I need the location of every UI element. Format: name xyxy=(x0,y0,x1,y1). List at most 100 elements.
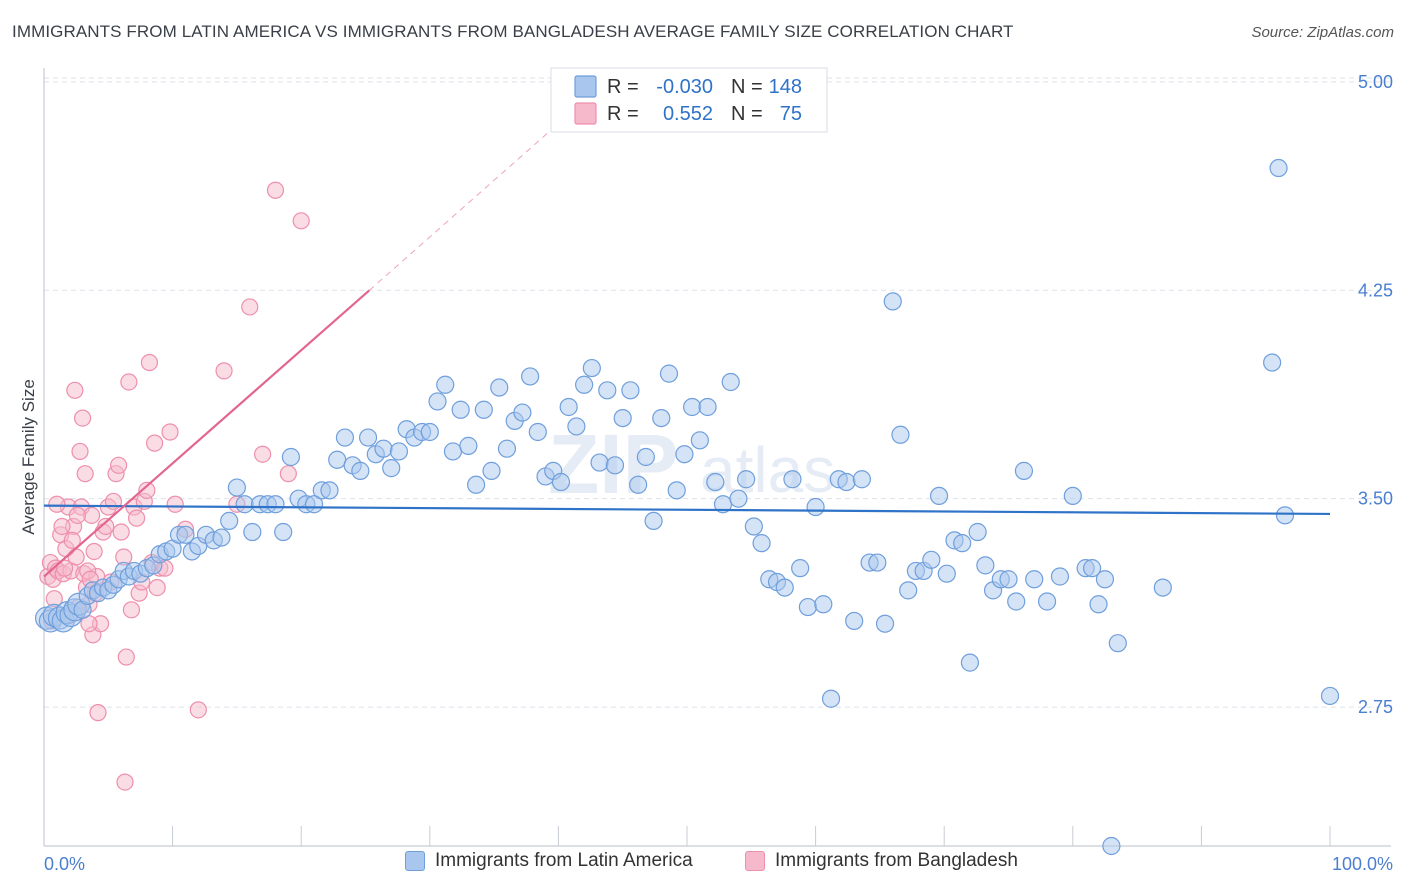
latin-america-point-90 xyxy=(659,364,679,383)
latin-america-point-147 xyxy=(1263,353,1282,372)
bangladesh-point-51 xyxy=(127,509,146,527)
latin-america-point-68 xyxy=(490,378,509,397)
latin-america-point-41 xyxy=(281,447,301,467)
latin-america-point-110 xyxy=(814,595,833,614)
latin-america-point-64 xyxy=(459,436,478,455)
latin-america-point-107 xyxy=(791,559,810,578)
source-label: Source: ZipAtlas.com xyxy=(1251,24,1394,41)
watermark-atlas: atlas xyxy=(700,434,835,506)
latin-america-point-128 xyxy=(953,534,972,553)
trend-lines xyxy=(43,123,1331,578)
latin-america-point-82 xyxy=(598,381,617,400)
legend-swatch-latin-america xyxy=(574,75,597,98)
latin-america-point-106 xyxy=(783,470,802,489)
latin-america-point-71 xyxy=(513,403,532,422)
latin-america-point-113 xyxy=(837,472,856,492)
latin-america-point-151 xyxy=(1320,686,1340,706)
latin-america-point-32 xyxy=(212,528,231,547)
bottom-legend-label-bangladesh: Immigrants from Bangladesh xyxy=(775,850,1018,871)
latin-america-point-81 xyxy=(590,453,609,472)
latin-america-point-120 xyxy=(891,425,910,444)
bangladesh-point-65 xyxy=(189,701,207,719)
latin-america-point-146 xyxy=(1153,578,1172,597)
bangladesh-point-30 xyxy=(73,409,92,427)
latin-america-point-77 xyxy=(559,397,578,417)
latin-america-point-47 xyxy=(328,450,347,469)
bottom-legend-swatch-bangladesh xyxy=(745,851,765,871)
latin-america-point-55 xyxy=(389,442,409,461)
latin-america-point-109 xyxy=(806,497,825,517)
latin-america-points xyxy=(34,158,1340,856)
latin-america-point-149 xyxy=(1275,506,1295,525)
stats-legend-box xyxy=(550,67,828,133)
latin-america-point-36 xyxy=(243,522,262,542)
latin-america-point-85 xyxy=(621,381,640,400)
latin-america-point-73 xyxy=(528,422,547,442)
bangladesh-point-48 xyxy=(120,373,138,391)
latin-america-point-67 xyxy=(482,461,501,480)
latin-america-point-76 xyxy=(551,472,571,492)
bangladesh-point-26 xyxy=(63,531,81,549)
latin-america-point-91 xyxy=(667,481,686,500)
bangladesh-point-49 xyxy=(122,601,141,619)
latin-america-point-80 xyxy=(582,358,601,378)
latin-america-point-108 xyxy=(798,597,817,617)
legend-swatch-bangladesh xyxy=(574,102,597,125)
latin-america-point-72 xyxy=(521,367,540,386)
legend-n-value-1: 148 xyxy=(769,76,802,98)
bangladesh-point-62 xyxy=(161,423,179,441)
latin-america-point-87 xyxy=(636,447,655,467)
y-tick-label-0: 2.75 xyxy=(1358,697,1393,717)
stats-legend: R = -0.030 N = 148 R = 0.552 N = 75 xyxy=(550,67,828,133)
latin-america-point-66 xyxy=(474,400,493,419)
bangladesh-trend-extension xyxy=(369,123,559,291)
tick-labels: 2.75 3.50 4.25 5.00 0.0% 100.0% xyxy=(43,72,1393,874)
latin-america-point-27 xyxy=(176,525,195,544)
latin-america-point-96 xyxy=(706,472,725,492)
bangladesh-point-72 xyxy=(292,212,310,230)
latin-america-point-78 xyxy=(567,417,586,436)
latin-america-point-134 xyxy=(999,570,1018,589)
latin-america-point-130 xyxy=(968,522,987,542)
latin-america-point-93 xyxy=(683,397,702,417)
legend-r-label-1: R = xyxy=(607,76,639,98)
bangladesh-point-47 xyxy=(117,648,135,666)
bangladesh-point-28 xyxy=(68,506,87,524)
latin-america-point-59 xyxy=(420,422,439,442)
bangladesh-point-68 xyxy=(241,298,259,316)
latin-america-point-137 xyxy=(1025,570,1044,589)
bangladesh-point-39 xyxy=(97,517,115,536)
latin-america-point-111 xyxy=(821,689,841,708)
latin-america-point-121 xyxy=(899,581,918,600)
latin-america-point-138 xyxy=(1037,592,1057,611)
grid-lines xyxy=(44,77,1391,708)
bangladesh-point-59 xyxy=(148,578,166,597)
latin-america-point-94 xyxy=(690,431,709,450)
chart-title: IMMIGRANTS FROM LATIN AMERICA VS IMMIGRA… xyxy=(12,22,1014,41)
latin-america-point-140 xyxy=(1063,486,1082,505)
latin-america-point-117 xyxy=(868,553,887,572)
latin-america-point-126 xyxy=(937,564,956,583)
legend-r-value-1: -0.030 xyxy=(656,76,713,98)
latin-america-point-50 xyxy=(351,461,370,480)
bottom-legend-swatch-latin-america xyxy=(405,851,425,871)
y-axis-title: Average Family Size xyxy=(19,379,38,535)
latin-america-point-143 xyxy=(1089,595,1108,614)
latin-america-point-48 xyxy=(335,428,355,447)
bangladesh-point-29 xyxy=(71,442,89,461)
latin-america-point-136 xyxy=(1014,461,1034,480)
bangladesh-point-45 xyxy=(112,523,130,541)
latin-america-point-145 xyxy=(1108,634,1127,653)
bangladesh-point-18 xyxy=(85,542,103,561)
latin-america-point-40 xyxy=(274,522,293,542)
bottom-legend-item-latin-america: Immigrants from Latin America xyxy=(405,850,693,872)
latin-america-point-84 xyxy=(613,409,632,428)
latin-america-point-46 xyxy=(320,481,339,500)
latin-america-point-89 xyxy=(652,409,671,428)
bangladesh-point-69 xyxy=(254,445,272,463)
axes xyxy=(43,68,1391,847)
bangladesh-point-23 xyxy=(53,517,71,536)
latin-america-point-79 xyxy=(575,375,594,394)
latin-america-point-101 xyxy=(744,517,763,536)
